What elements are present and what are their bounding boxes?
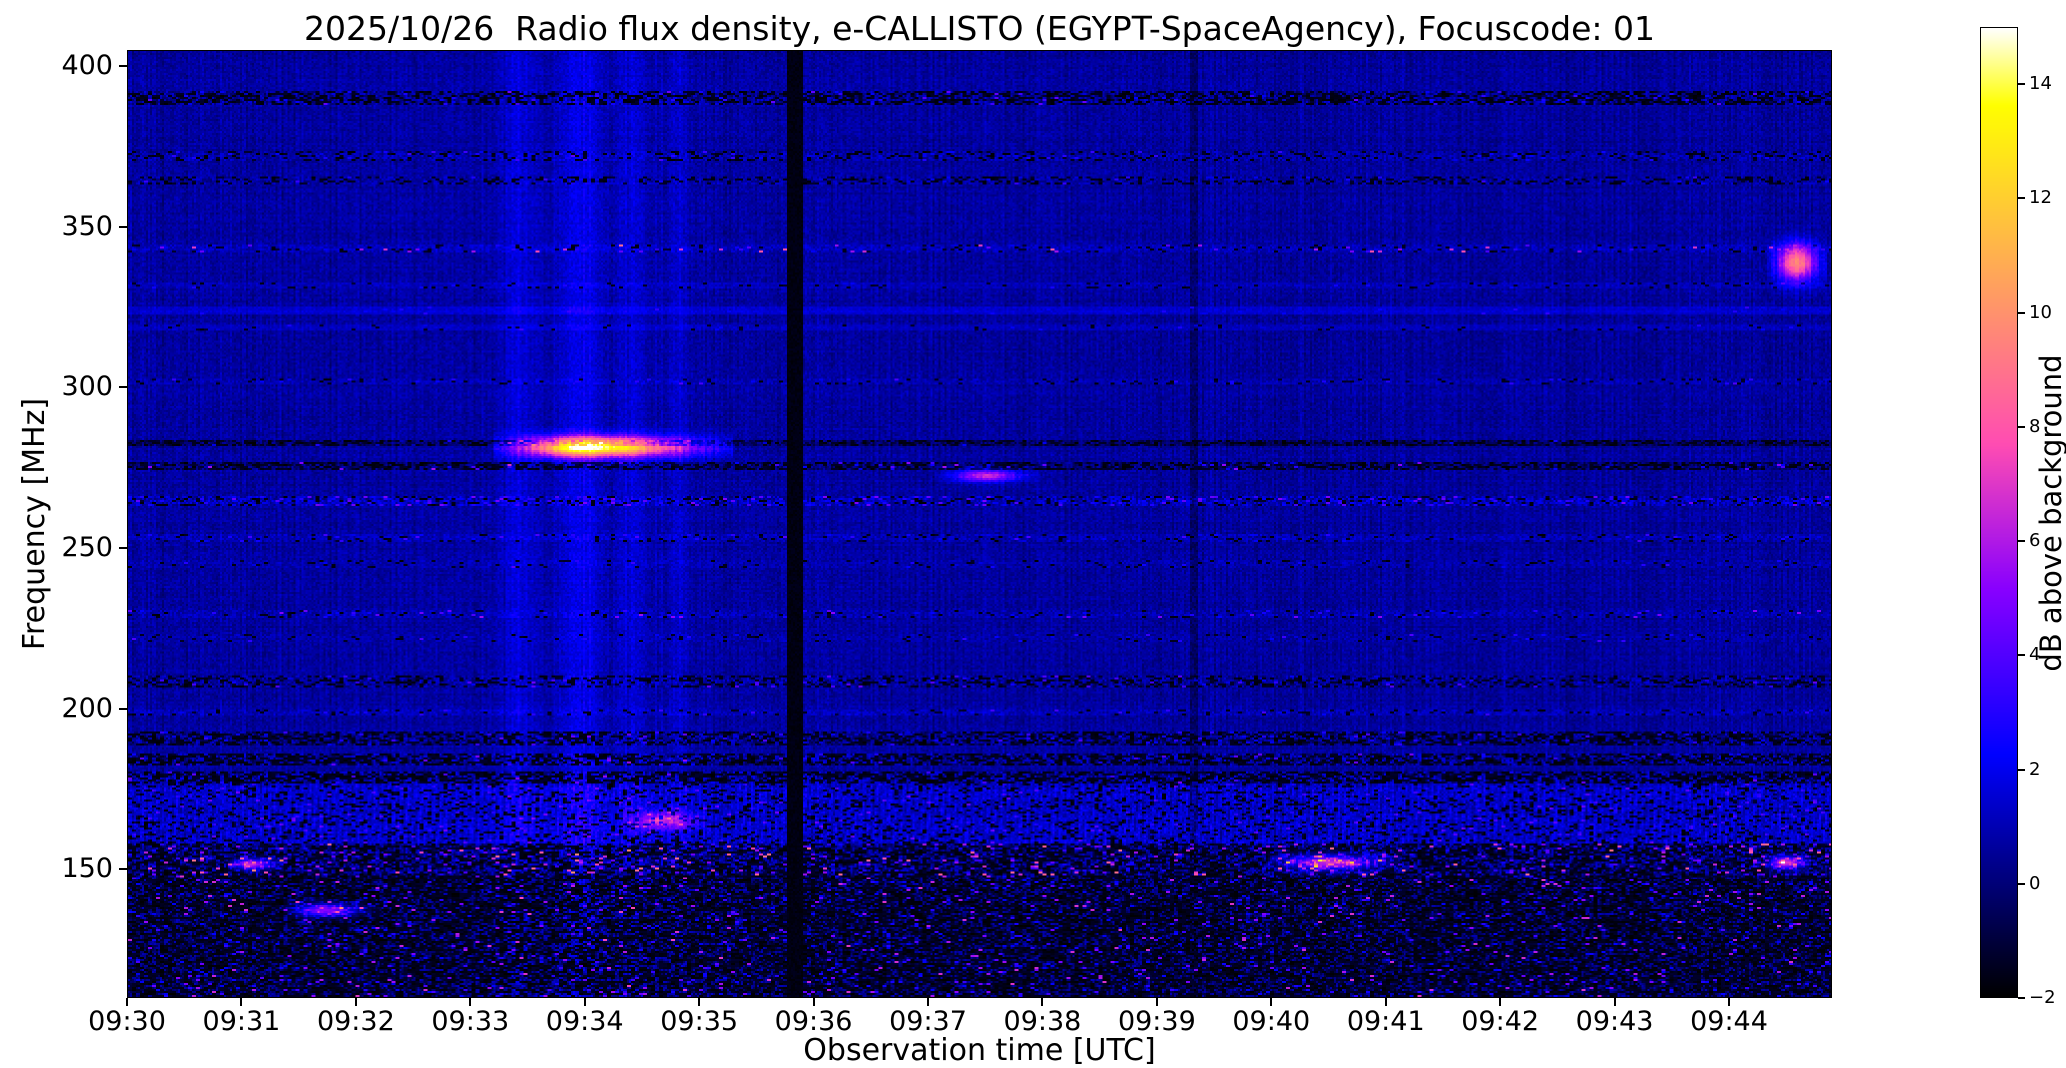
colorbar-tick-mark <box>2018 997 2025 999</box>
y-axis-label: Frequency [MHz] <box>17 397 52 651</box>
colorbar-tick-mark <box>2018 654 2025 657</box>
colorbar-tick-mark <box>2018 83 2025 86</box>
x-tick-label: 09:35 <box>660 1006 739 1037</box>
y-tick-mark <box>119 707 127 710</box>
x-tick-label: 09:41 <box>1346 1006 1425 1037</box>
x-tick-label: 09:44 <box>1690 1006 1768 1037</box>
x-tick-mark <box>354 998 357 1006</box>
colorbar-tick-label: 8 <box>2029 415 2041 437</box>
x-tick-mark <box>927 998 929 1006</box>
x-tick-label: 09:42 <box>1461 1006 1540 1037</box>
x-tick-mark <box>812 998 815 1006</box>
x-tick-mark <box>126 998 128 1006</box>
x-tick-label: 09:40 <box>1232 1006 1311 1037</box>
y-tick-label: 250 <box>61 532 113 564</box>
colorbar-gradient <box>1981 28 2017 997</box>
y-tick-mark <box>119 65 127 68</box>
y-tick-label: 300 <box>61 371 113 403</box>
colorbar-tick-label: 14 <box>2029 73 2052 95</box>
x-tick-mark <box>583 998 586 1006</box>
colorbar-tick-mark <box>2018 311 2025 314</box>
colorbar-label: dB above background <box>2034 354 2066 672</box>
y-tick-mark <box>119 386 127 389</box>
x-tick-mark <box>240 998 243 1006</box>
colorbar-tick-label: −2 <box>2029 987 2056 1008</box>
x-tick-label: 09:34 <box>545 1006 624 1037</box>
chart-title: 2025/10/26 Radio flux density, e-CALLIST… <box>303 9 1655 48</box>
spectrogram-canvas <box>128 51 1831 997</box>
x-axis-label: Observation time [UTC] <box>803 1033 1156 1068</box>
colorbar-tick-label: 12 <box>2029 187 2052 209</box>
x-tick-mark <box>1384 998 1387 1006</box>
x-tick-label: 09:39 <box>1117 1006 1196 1037</box>
x-tick-label: 09:38 <box>1003 1006 1082 1037</box>
colorbar-tick-label: 10 <box>2029 301 2052 323</box>
colorbar-tick-label: 6 <box>2029 530 2041 552</box>
x-tick-mark <box>1041 998 1044 1006</box>
x-tick-label: 09:30 <box>88 1006 166 1037</box>
x-tick-label: 09:36 <box>774 1006 853 1037</box>
colorbar-tick-label: 4 <box>2029 644 2041 666</box>
x-tick-label: 09:37 <box>889 1006 967 1037</box>
x-tick-mark <box>1155 998 1158 1006</box>
y-tick-mark <box>119 868 127 871</box>
colorbar-tick-mark <box>2018 425 2025 428</box>
colorbar-tick-label: 0 <box>2029 872 2041 894</box>
colorbar-tick-mark <box>2018 540 2025 543</box>
y-tick-label: 400 <box>61 50 113 82</box>
x-tick-mark <box>1499 998 1502 1006</box>
x-tick-label: 09:33 <box>431 1006 510 1037</box>
x-tick-mark <box>1613 998 1616 1006</box>
colorbar-tick-mark <box>2018 197 2025 200</box>
x-tick-mark <box>1728 998 1730 1006</box>
plot-area <box>127 50 1832 998</box>
colorbar-tick-label: 2 <box>2029 758 2041 780</box>
x-tick-mark <box>698 998 701 1006</box>
y-tick-mark <box>119 547 127 550</box>
x-tick-label: 09:32 <box>316 1006 395 1037</box>
colorbar <box>1980 27 2018 998</box>
colorbar-tick-mark <box>2018 882 2025 885</box>
y-tick-label: 350 <box>61 210 113 242</box>
x-tick-label: 09:31 <box>202 1006 281 1037</box>
x-tick-label: 09:43 <box>1575 1006 1654 1037</box>
y-tick-mark <box>119 225 127 228</box>
y-tick-label: 150 <box>61 853 113 885</box>
y-tick-label: 200 <box>61 692 113 724</box>
x-tick-mark <box>1270 998 1273 1006</box>
colorbar-tick-mark <box>2018 768 2025 771</box>
x-tick-mark <box>469 998 472 1006</box>
